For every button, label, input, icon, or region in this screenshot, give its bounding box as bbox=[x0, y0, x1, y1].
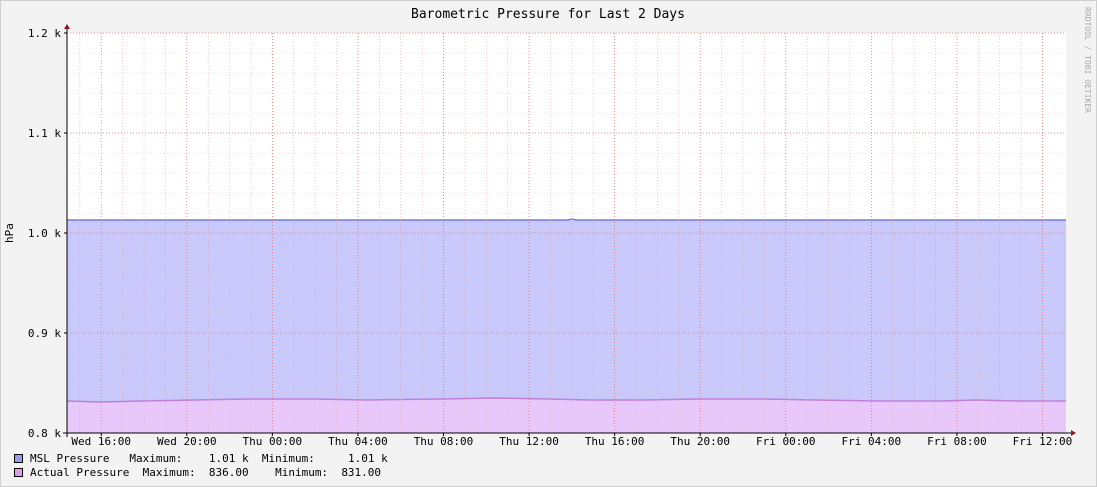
legend-msl-max: 1.01 k bbox=[208, 452, 249, 465]
legend-msl-min: 1.01 k bbox=[347, 452, 388, 465]
legend-actual-pressure: Actual Pressure Maximum: 836.00 Minimum:… bbox=[14, 466, 381, 479]
x-tick-label: Wed 20:00 bbox=[157, 435, 217, 448]
grid-layer bbox=[67, 32, 1066, 434]
legend-actual-name: Actual Pressure bbox=[30, 466, 130, 479]
series-area-0 bbox=[67, 219, 1066, 433]
legend-msl-min-label: Minimum: bbox=[261, 452, 315, 465]
x-tick-label: Thu 16:00 bbox=[585, 435, 645, 448]
y-tick-label: 1.2 k bbox=[28, 27, 61, 40]
x-tick-label: Thu 20:00 bbox=[670, 435, 730, 448]
series-area-1 bbox=[67, 398, 1066, 433]
y-tick-label: 1.1 k bbox=[28, 127, 61, 140]
x-tick-labels: Wed 16:00 Wed 20:00 Thu 00:00 Thu 04:00 Thu … bbox=[71, 435, 1072, 448]
legend-actual-max-label: Maximum: bbox=[142, 466, 196, 479]
x-tick-label: Wed 16:00 bbox=[71, 435, 131, 448]
y-axis-arrow bbox=[64, 24, 70, 29]
x-tick-label: Thu 08:00 bbox=[414, 435, 474, 448]
y-axis-label: hPa bbox=[3, 223, 16, 243]
y-tick-label: 0.9 k bbox=[28, 327, 61, 340]
series-layer bbox=[66, 218, 1066, 433]
chart-title: Barometric Pressure for Last 2 Days bbox=[411, 7, 685, 22]
x-tick-label: Fri 04:00 bbox=[842, 435, 902, 448]
y-tick-label: 0.8 k bbox=[28, 427, 61, 440]
x-tick-label: Fri 08:00 bbox=[927, 435, 987, 448]
y-tick-labels: 0.8 k 0.9 k 1.0 k 1.1 k 1.2 k bbox=[28, 27, 61, 440]
watermark: RRDTOOL / TOBI OETIKER bbox=[1083, 7, 1092, 113]
x-axis-arrow bbox=[1071, 430, 1076, 436]
x-tick-label: Thu 04:00 bbox=[328, 435, 388, 448]
legend-msl-max-label: Maximum: bbox=[129, 452, 183, 465]
x-tick-label: Thu 00:00 bbox=[243, 435, 303, 448]
legend-actual-swatch bbox=[14, 468, 23, 477]
legend-actual-min: 831.00 bbox=[341, 466, 382, 479]
x-tick-label: Fri 12:00 bbox=[1013, 435, 1073, 448]
legend-msl-pressure: MSL Pressure Maximum: 1.01 k Minimum: 1.… bbox=[14, 452, 388, 465]
legend-actual-max: 836.00 bbox=[208, 466, 249, 479]
x-tick-label: Fri 00:00 bbox=[756, 435, 816, 448]
legend-msl-name: MSL Pressure bbox=[30, 452, 110, 465]
x-tick-label: Thu 12:00 bbox=[499, 435, 559, 448]
legend-actual-min-label: Minimum: bbox=[275, 466, 329, 479]
axes-layer bbox=[63, 24, 1076, 437]
series-line-1 bbox=[66, 397, 1066, 403]
y-tick-label: 1.0 k bbox=[28, 227, 61, 240]
legend-msl-swatch bbox=[14, 454, 23, 463]
